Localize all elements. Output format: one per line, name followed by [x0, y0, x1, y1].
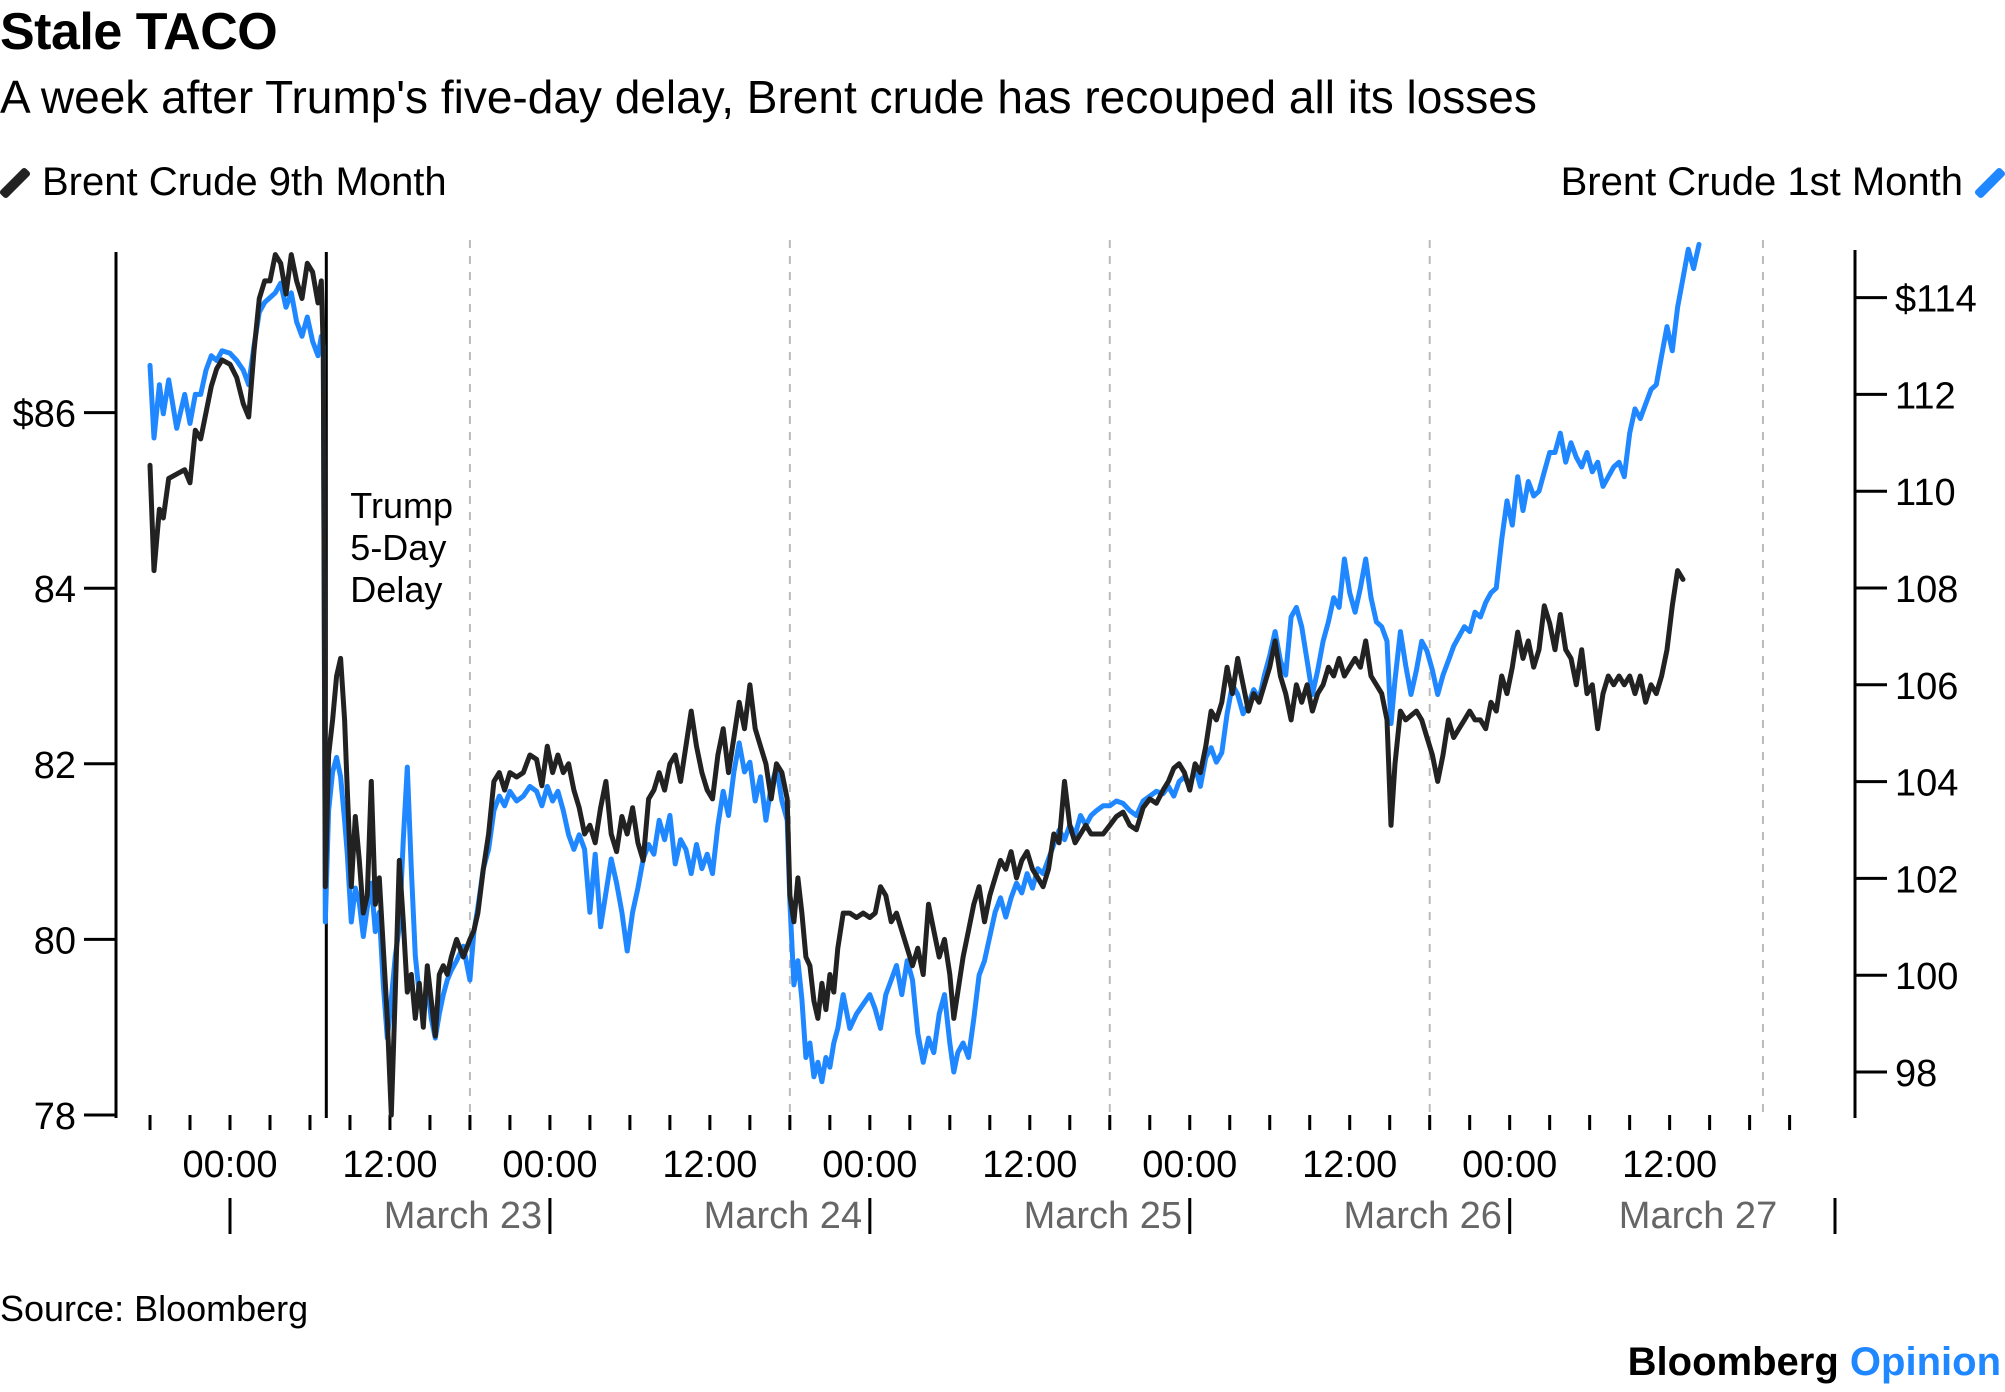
right-axis-tick-label: 100: [1895, 956, 1958, 998]
x-axis-tick-label: 12:00: [342, 1144, 437, 1186]
source-note: Source: Bloomberg: [0, 1288, 309, 1329]
series-line-1st-month: [147, 241, 1702, 1085]
x-axis-tick-label: 12:00: [982, 1144, 1077, 1186]
x-axis-day-label: March 23: [384, 1195, 542, 1237]
x-axis-tick-label: 00:00: [1142, 1144, 1237, 1186]
series-line-9th-month: [147, 252, 1686, 1118]
x-axis-day-label: March 27: [1619, 1195, 1777, 1237]
brand-logo: Bloomberg Opinion: [1628, 1340, 2001, 1385]
left-axis-tick-label: 78: [34, 1096, 76, 1138]
x-axis-tick-label: 00:00: [502, 1144, 597, 1186]
right-axis-tick-label: 108: [1895, 569, 1958, 611]
x-axis-tick-label: 12:00: [662, 1144, 757, 1186]
right-axis-tick-label: 102: [1895, 859, 1958, 901]
x-axis-tick-label: 00:00: [182, 1144, 277, 1186]
left-axis-tick-label: 82: [34, 745, 76, 787]
chart-title: Stale TACO: [0, 3, 278, 61]
right-axis-tick-label: $114: [1895, 279, 1977, 321]
x-axis-tick-label: 12:00: [1302, 1144, 1397, 1186]
annotation-text: 5-Day: [350, 527, 446, 568]
left-axis-tick-label: 84: [34, 569, 76, 611]
legend-label-1st-month: Brent Crude 1st Month: [1560, 160, 1963, 204]
brand-accent: Opinion: [1849, 1340, 2001, 1384]
chart-subtitle: A week after Trump's five-day delay, Bre…: [0, 71, 1537, 123]
x-axis-day-label: March 24: [704, 1195, 862, 1237]
x-axis-tick-label: 00:00: [1462, 1144, 1557, 1186]
x-axis-tick-label: 00:00: [822, 1144, 917, 1186]
left-axis-tick-label: $86: [13, 394, 76, 436]
right-axis-tick-label: 110: [1895, 472, 1956, 514]
x-axis-tick-label: 12:00: [1622, 1144, 1717, 1186]
left-axis-tick-label: 80: [34, 920, 76, 962]
annotation-text: Delay: [350, 569, 442, 610]
x-axis-day-label: March 26: [1344, 1195, 1502, 1237]
x-axis-day-label: March 25: [1024, 1195, 1182, 1237]
legend-right: Brent Crude 1st Month: [1561, 160, 2005, 205]
legend-left: Brent Crude 9th Month: [0, 160, 447, 205]
legend-label-9th-month: Brent Crude 9th Month: [42, 160, 447, 204]
right-axis-tick-label: 98: [1895, 1053, 1937, 1095]
right-axis-tick-label: 106: [1895, 666, 1958, 708]
brand-name: Bloomberg: [1627, 1340, 1839, 1384]
right-axis-tick-label: 112: [1895, 375, 1956, 417]
annotation-text: Trump: [350, 485, 453, 526]
right-axis-tick-label: 104: [1895, 763, 1958, 805]
